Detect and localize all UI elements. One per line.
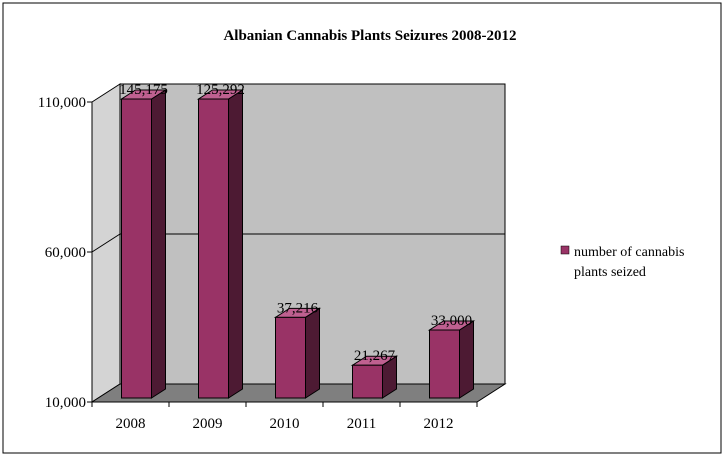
bar: [427, 320, 476, 399]
bar-front: [121, 98, 152, 399]
legend-swatch: [560, 245, 570, 255]
data-label: 145,175: [119, 82, 168, 98]
data-label: 21,267: [354, 348, 396, 364]
gridline-60000-side: [91, 233, 121, 253]
x-tick-label: 2009: [193, 416, 223, 432]
bar: [119, 89, 168, 399]
bar-side: [305, 307, 320, 399]
bar: [196, 89, 245, 399]
chart-title: Albanian Cannabis Plants Seizures 2008-2…: [223, 28, 516, 44]
bar-front: [429, 329, 460, 399]
data-label: 37,216: [277, 300, 319, 316]
bar-front: [275, 316, 306, 399]
bar-side: [228, 89, 243, 399]
x-tick-label: 2008: [116, 416, 146, 432]
bar-front: [198, 98, 229, 399]
legend: number of cannabis plants seized: [560, 245, 684, 280]
legend-text-line-2: plants seized: [574, 265, 646, 280]
legend-text-line-1: number of cannabis: [574, 245, 684, 260]
bar: [350, 355, 399, 399]
data-label: 33,000: [431, 313, 472, 329]
y-axis-ticks: 110,000 60,000 10,000: [38, 95, 92, 411]
x-tick-label: 2012: [424, 416, 454, 432]
bar: [273, 307, 322, 399]
y-tick-label: 60,000: [45, 245, 86, 261]
bar-series: [119, 89, 476, 399]
bar-front: [352, 364, 383, 399]
data-labels: 145,175 125,292 37,216 21,267 33,000: [119, 82, 472, 364]
data-label: 125,292: [196, 82, 245, 98]
y-tick-label: 110,000: [38, 95, 86, 111]
y-tick-label: 10,000: [45, 395, 86, 411]
bar-side: [459, 320, 474, 399]
x-tick-label: 2010: [270, 416, 300, 432]
x-axis-ticks: 2008 2009 2010 2011 2012: [91, 402, 478, 432]
x-tick-label: 2011: [347, 416, 376, 432]
bar-side: [151, 89, 166, 399]
